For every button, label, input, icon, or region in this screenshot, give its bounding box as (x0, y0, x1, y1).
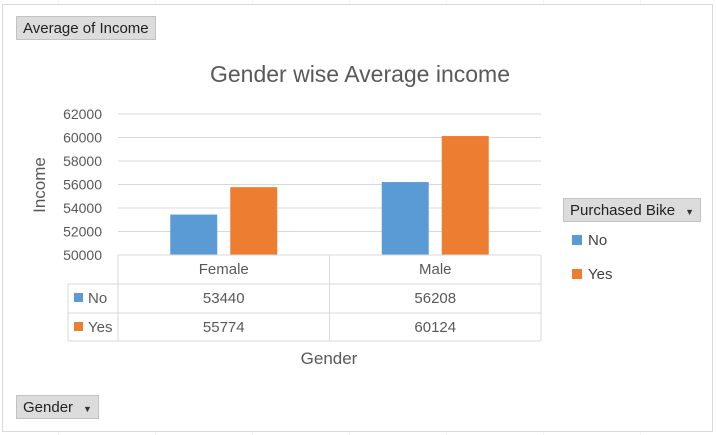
bar-yes-male[interactable] (441, 136, 489, 255)
y-tick-label: 54000 (63, 200, 102, 216)
chart-title: Gender wise Average income (210, 61, 510, 87)
bar-no-female[interactable] (170, 214, 218, 255)
chevron-down-icon: ▼ (685, 207, 694, 217)
legend-field-label: Purchased Bike (570, 202, 676, 219)
data-label-yes-female: 55774 (203, 319, 245, 336)
data-label-no-male: 56208 (414, 290, 456, 307)
y-tick-label: 50000 (63, 247, 102, 263)
table-key-swatch-no (74, 293, 83, 302)
y-tick-label: 62000 (63, 106, 102, 122)
y-tick-label: 52000 (63, 224, 102, 240)
legend-label-yes: Yes (588, 266, 613, 283)
y-tick-label: 60000 (63, 130, 102, 146)
data-label-no-female: 53440 (203, 290, 245, 307)
legend-item-no[interactable]: No (572, 232, 607, 250)
values-field-label: Average of Income (23, 20, 149, 37)
table-key-swatch-yes (74, 322, 83, 331)
category-label-female: Female (199, 261, 249, 278)
table-series-name-no: No (88, 290, 107, 307)
axis-field-button[interactable]: Gender ▼ (16, 395, 99, 419)
legend-label-no: No (588, 232, 608, 249)
table-series-name-yes: Yes (88, 319, 112, 336)
category-label-male: Male (419, 261, 452, 278)
legend-swatch-yes (572, 269, 582, 279)
chevron-down-icon: ▼ (83, 404, 92, 414)
axis-field-label: Gender (23, 399, 74, 416)
legend-field-button[interactable]: Purchased Bike ▼ (563, 198, 701, 222)
values-field-button[interactable]: Average of Income (16, 16, 156, 40)
bar-no-male[interactable] (381, 182, 429, 255)
legend-item-yes[interactable]: Yes (572, 266, 612, 284)
bar-yes-female[interactable] (230, 187, 278, 255)
y-tick-label: 56000 (63, 177, 102, 193)
y-axis-title: Income (30, 157, 49, 213)
data-label-yes-male: 60124 (414, 319, 456, 336)
y-tick-label: 58000 (63, 153, 102, 169)
x-axis-title: Gender (301, 349, 358, 368)
legend-swatch-no (572, 235, 582, 245)
